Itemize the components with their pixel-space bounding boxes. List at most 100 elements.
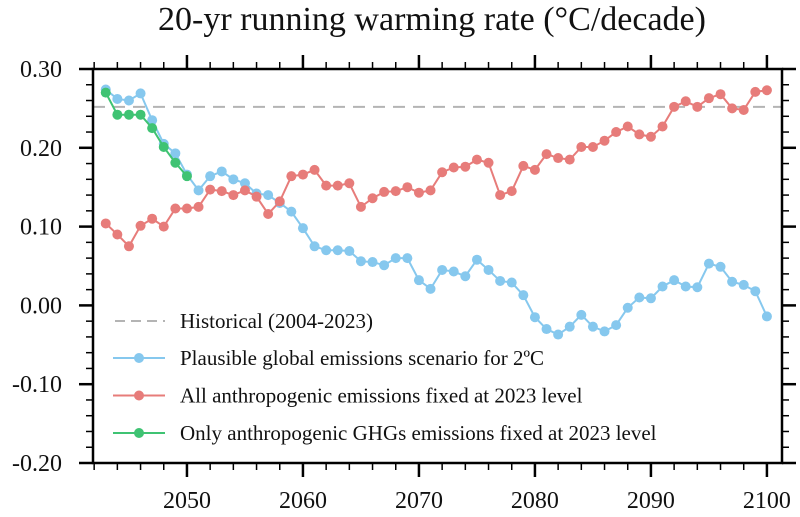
- data-point: [228, 190, 239, 201]
- data-point: [634, 292, 645, 303]
- legend-label: All anthropogenic emissions fixed at 202…: [180, 384, 583, 408]
- data-point: [727, 276, 738, 287]
- data-point: [448, 266, 459, 277]
- data-point: [135, 220, 146, 231]
- data-point: [355, 256, 366, 267]
- data-point: [147, 213, 158, 224]
- data-point: [622, 302, 633, 313]
- data-point: [344, 178, 355, 189]
- data-point: [599, 135, 610, 146]
- data-point: [471, 154, 482, 165]
- data-point: [123, 95, 134, 106]
- data-point: [112, 229, 123, 240]
- data-point: [251, 191, 262, 202]
- plot-frame: [91, 67, 784, 465]
- series-line: [105, 89, 768, 248]
- data-point: [123, 109, 134, 120]
- data-point: [669, 275, 680, 286]
- data-point: [332, 180, 343, 191]
- y-tick-label: 0.20: [20, 136, 62, 162]
- data-point: [541, 324, 552, 335]
- y-tick-label: 0.30: [20, 57, 62, 83]
- data-point: [309, 164, 320, 175]
- data-point: [448, 162, 459, 173]
- data-point: [286, 206, 297, 217]
- data-point: [158, 142, 169, 153]
- data-point: [158, 221, 169, 232]
- x-tick-label: 2090: [627, 488, 675, 514]
- data-point: [379, 260, 390, 271]
- data-point: [529, 164, 540, 175]
- data-point: [692, 101, 703, 112]
- data-point: [541, 149, 552, 160]
- data-point: [553, 153, 564, 164]
- data-point: [239, 185, 250, 196]
- data-point: [216, 166, 227, 177]
- data-point: [297, 223, 308, 234]
- data-point: [286, 171, 297, 182]
- data-point: [181, 203, 192, 214]
- series-line: [105, 88, 768, 336]
- data-point: [147, 115, 158, 126]
- data-point: [367, 193, 378, 204]
- data-point: [553, 329, 564, 340]
- data-point: [100, 87, 111, 98]
- data-point: [263, 208, 274, 219]
- data-point: [738, 104, 749, 115]
- data-point: [181, 171, 192, 182]
- x-tick-label: 2080: [511, 488, 559, 514]
- data-point: [657, 281, 668, 292]
- data-point: [506, 186, 517, 197]
- data-point: [657, 121, 668, 132]
- data-point: [483, 157, 494, 168]
- data-point: [425, 185, 436, 196]
- legend-marker: [134, 428, 144, 438]
- data-point: [611, 127, 622, 138]
- data-point: [205, 184, 216, 195]
- y-tick-label: 0.10: [20, 215, 62, 241]
- data-point: [587, 321, 598, 332]
- data-point: [518, 160, 529, 171]
- data-point: [611, 320, 622, 331]
- data-point: [622, 121, 633, 132]
- data-point: [750, 86, 761, 97]
- data-point: [564, 154, 575, 165]
- data-point: [413, 187, 424, 198]
- legend-label: Only anthropogenic GHGs emissions fixed …: [180, 421, 657, 445]
- data-point: [332, 245, 343, 256]
- data-point: [460, 161, 471, 172]
- data-point: [321, 245, 332, 256]
- series-layer: [100, 84, 772, 340]
- data-point: [738, 279, 749, 290]
- data-point: [135, 109, 146, 120]
- chart-title: 20-yr running warming rate (°C/decade): [158, 1, 706, 38]
- data-point: [390, 253, 401, 264]
- data-point: [367, 257, 378, 268]
- data-point: [425, 283, 436, 294]
- data-point: [483, 264, 494, 275]
- data-point: [170, 148, 181, 159]
- data-point: [703, 93, 714, 104]
- legend-marker: [134, 390, 144, 401]
- data-point: [413, 275, 424, 286]
- legend-label: Plausible global emissions scenario for …: [180, 346, 544, 370]
- data-point: [634, 129, 645, 140]
- x-tick-label: 2050: [163, 488, 211, 514]
- series-2: [100, 85, 772, 252]
- data-point: [750, 286, 761, 297]
- x-tick-label: 2100: [743, 488, 791, 514]
- series-1: [100, 84, 772, 340]
- data-point: [761, 311, 772, 322]
- y-tick-label: 0.00: [20, 293, 62, 319]
- y-tick-label: -0.10: [12, 372, 62, 398]
- data-point: [100, 218, 111, 229]
- data-point: [645, 131, 656, 142]
- data-point: [205, 171, 216, 182]
- data-point: [193, 201, 204, 212]
- data-point: [216, 186, 227, 197]
- legend: Historical (2004-2023) Plausible global e…: [113, 309, 657, 445]
- data-point: [170, 157, 181, 168]
- data-point: [471, 254, 482, 265]
- data-point: [239, 178, 250, 189]
